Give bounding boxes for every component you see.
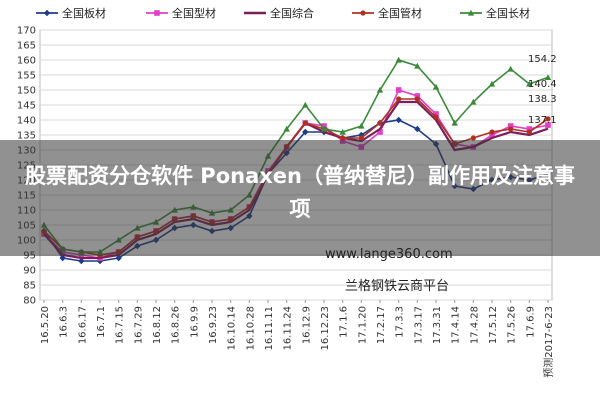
data-point [377, 120, 383, 126]
x-tick-label: 16.11.11 [264, 306, 275, 351]
y-tick-label: 135 [17, 131, 36, 142]
data-point [302, 120, 308, 126]
y-tick-label: 80 [23, 296, 36, 307]
data-point [508, 126, 514, 132]
data-point [320, 125, 328, 132]
data-point [507, 123, 514, 129]
data-point [470, 98, 477, 105]
data-point [358, 122, 365, 129]
data-point [545, 122, 551, 128]
x-tick-label: 17.4.28 [469, 306, 480, 344]
data-point [339, 128, 346, 135]
data-point [526, 129, 532, 135]
title-banner [0, 140, 600, 256]
legend-label: 全国型材 [172, 6, 216, 20]
y-tick-label: 155 [17, 71, 36, 82]
end-value-label: 140.4 [528, 79, 557, 90]
data-point [340, 135, 346, 141]
x-tick-label: 17.6.9 [525, 306, 536, 338]
data-point [544, 74, 552, 80]
watermark-name: 兰格钢铁云商平台 [345, 279, 450, 294]
x-tick-label: 17.4.14 [451, 306, 462, 344]
x-tick-label: 16.6.17 [77, 306, 88, 344]
x-tick-label: 17.3.31 [432, 306, 443, 344]
article-title: 股票配资分仓软件 Ponaxen（普纳替尼）副作用及注意事项 [25, 164, 575, 221]
data-point [526, 80, 533, 87]
legend-label: 全国长材 [486, 6, 530, 20]
data-point [154, 10, 160, 16]
y-tick-label: 95 [23, 251, 36, 262]
x-tick-label: 16.12.23 [320, 306, 331, 351]
data-point [414, 96, 420, 102]
x-tick-label: 17.3.3 [395, 306, 406, 338]
data-point [545, 116, 551, 122]
data-point [395, 116, 402, 124]
x-tick-label: 16.12.9 [301, 306, 312, 344]
data-point [59, 254, 66, 262]
end-value-label: 154.2 [528, 54, 557, 65]
x-tick-label: 16.5.20 [40, 306, 51, 344]
y-tick-label: 140 [17, 116, 36, 127]
x-tick-label: 17.5.26 [507, 306, 518, 344]
y-tick-label: 145 [17, 101, 36, 112]
data-point [78, 257, 85, 265]
data-point [414, 125, 421, 133]
legend-label: 全国综合 [270, 6, 314, 20]
x-tick-label: 16.9.23 [208, 306, 219, 344]
x-tick-label: 16.10.28 [245, 306, 256, 351]
legend-label: 全国板材 [62, 6, 106, 20]
x-tick-label: 16.6.3 [59, 306, 70, 338]
data-point [414, 62, 421, 69]
data-point [283, 125, 290, 132]
data-point [470, 135, 476, 141]
x-tick-label: 17.2.17 [376, 306, 387, 344]
end-value-label: 137.1 [528, 115, 557, 126]
data-point [360, 10, 366, 16]
data-point [467, 9, 475, 16]
data-point [115, 254, 122, 262]
x-tick-label: 17.1.20 [357, 306, 368, 344]
end-value-label: 138.3 [528, 94, 557, 105]
y-tick-label: 90 [23, 266, 36, 277]
watermark-url: www.lange360.com [325, 247, 453, 262]
y-tick-label: 170 [17, 26, 36, 37]
x-tick-label: 16.8.12 [152, 306, 163, 344]
data-point [395, 56, 402, 63]
x-tick-label: 17.5.12 [488, 306, 499, 344]
data-point [396, 96, 402, 102]
x-tick-label: 16.11.24 [283, 306, 294, 351]
x-tick-label: 17.1.6 [339, 306, 350, 338]
x-tick-label: 预测2017-6-23 [542, 306, 555, 378]
data-point [451, 119, 458, 126]
x-tick-label: 16.8.26 [171, 306, 182, 344]
data-point [507, 65, 514, 72]
data-point [358, 135, 364, 141]
data-point [488, 80, 496, 87]
x-tick-label: 16.10.14 [227, 306, 238, 351]
x-tick-label: 16.7.29 [133, 306, 144, 344]
x-tick-label: 16.7.15 [115, 306, 126, 344]
x-tick-label: 16.9.9 [189, 306, 200, 338]
data-point [376, 86, 384, 93]
data-point [302, 128, 309, 136]
x-tick-label: 17.3.17 [413, 306, 424, 344]
data-point [302, 101, 309, 108]
data-point [432, 83, 440, 90]
x-tick-label: 16.7.1 [96, 306, 107, 338]
data-point [43, 9, 51, 17]
data-point [526, 126, 533, 132]
y-tick-label: 85 [23, 281, 36, 292]
y-tick-label: 150 [17, 86, 36, 97]
data-point [377, 129, 383, 135]
data-point [433, 111, 439, 117]
data-point [489, 129, 495, 135]
y-tick-label: 165 [17, 41, 36, 52]
data-point [395, 87, 402, 93]
legend-label: 全国管材 [378, 6, 422, 20]
data-point [489, 132, 495, 138]
y-tick-label: 160 [17, 56, 36, 67]
data-point [433, 114, 439, 120]
data-point [414, 93, 421, 99]
